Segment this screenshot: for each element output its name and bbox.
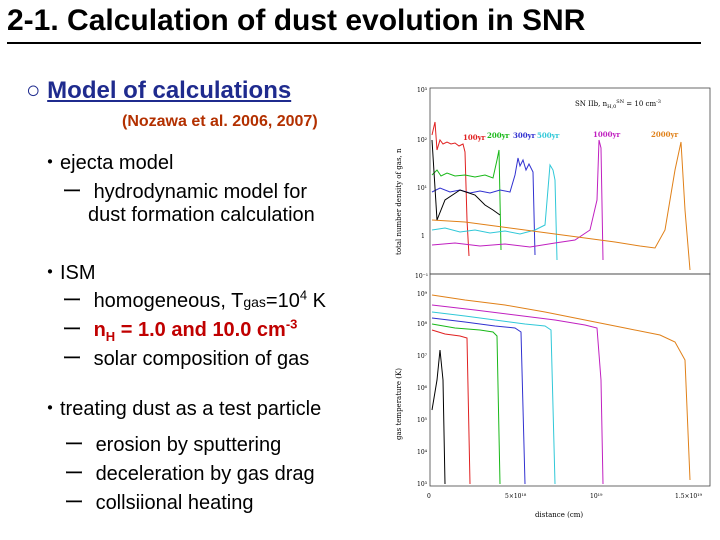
density-curve-ism (431, 139, 501, 221)
time-label: 300yr (513, 131, 536, 140)
sub-item: ー hydrodynamic model for (62, 175, 307, 204)
density-curve-1000yr (431, 139, 604, 261)
temperature-curve-1000yr (431, 304, 604, 485)
temperature-panel-frame (429, 273, 711, 487)
time-label: 100yr (463, 133, 486, 142)
density-tick: 10³ (417, 87, 428, 94)
density-curve-100yr (431, 121, 470, 257)
density-curve-2000yr (431, 141, 691, 271)
sub-item-composition: ー solar composition of gas (62, 348, 310, 370)
time-label: 2000yr (651, 130, 679, 139)
dash-marker: ー (62, 290, 82, 312)
bullet-marker-icon: ・ (40, 262, 60, 284)
bullet-test-particle: ・treating dust as a test particle (40, 392, 321, 421)
dash-marker: ー (64, 492, 84, 514)
dash-marker: ー (64, 434, 84, 456)
distance-tick: 0 (427, 493, 431, 500)
sub-item-density: ー nH = 1.0 and 10.0 cm-3 (62, 316, 298, 344)
bullet-text: ejecta model (60, 152, 174, 174)
distance-tick: 1.5×10¹⁹ (675, 493, 703, 500)
simulation-figure: SN IIb, nH,0SN = 10 cm-3 100yr 200yr 300… (395, 87, 711, 519)
distance-tick: 5×10¹⁸ (505, 493, 527, 500)
density-axis-label: total number density of gas, n (395, 148, 403, 255)
density-curve-200yr (431, 149, 502, 251)
sub-item-temperature: ー homogeneous, Tgas=104 K (62, 287, 326, 312)
circle-marker-icon: ○ (26, 77, 41, 104)
dash-marker: ー (64, 463, 84, 485)
title-underline (7, 42, 701, 44)
bullet-ism: ・ISM (40, 256, 96, 285)
distance-axis-label: distance (cm) (535, 511, 583, 519)
density-tick: 1 (421, 233, 425, 240)
density-tick: 10¹ (417, 185, 427, 192)
temperature-tick: 10⁷ (417, 353, 428, 360)
density-panel-frame (429, 87, 711, 275)
bullet-marker-icon: ・ (40, 152, 60, 174)
dash-marker: ー (62, 181, 82, 203)
section-heading-text: Model of calculations (47, 77, 292, 104)
temperature-tick: 10⁴ (417, 449, 428, 456)
citation: (Nozawa et al. 2006, 2007) (122, 113, 318, 130)
sub-item-continued: dust formation calculation (88, 204, 315, 226)
temperature-curve-2000yr (431, 294, 691, 481)
temperature-curve-500yr (431, 311, 556, 485)
dash-marker: ー (62, 319, 82, 341)
sub-item-sputtering: ー erosion by sputtering (64, 434, 282, 456)
dash-marker: ー (62, 348, 82, 370)
temperature-tick: 10⁸ (417, 321, 428, 328)
time-label: 1000yr (593, 130, 621, 139)
time-label: 200yr (487, 131, 510, 140)
legend-text: SN IIb, nH,0SN = 10 cm-3 (575, 99, 661, 110)
density-curve-300yr (431, 157, 536, 256)
temperature-axis-label: gas temperature (K) (395, 368, 403, 440)
bullet-ejecta: ・ejecta model (40, 146, 173, 175)
temperature-tick: 10³ (417, 481, 428, 488)
temperature-curve-300yr (431, 317, 526, 485)
time-label: 500yr (537, 131, 560, 140)
temperature-tick: 10⁹ (417, 291, 428, 298)
sub-item-heating: ー collsiional heating (64, 492, 254, 514)
temperature-curve-ism (431, 349, 446, 485)
bullet-marker-icon: ・ (40, 398, 60, 420)
density-tick: 10² (417, 137, 428, 144)
density-tick: 10⁻¹ (415, 273, 428, 280)
sub-item-gas-drag: ー deceleration by gas drag (64, 463, 315, 485)
distance-tick: 10¹⁹ (590, 493, 603, 500)
temperature-curve-100yr (431, 329, 471, 485)
temperature-tick: 10⁶ (417, 385, 428, 392)
section-heading: ○ Model of calculations (26, 77, 291, 105)
temperature-tick: 10⁵ (417, 417, 428, 424)
density-curve-500yr (431, 163, 558, 261)
temperature-curve-200yr (431, 323, 501, 485)
sub-item-text: hydrodynamic model for (93, 181, 307, 203)
bullet-text: treating dust as a test particle (60, 398, 322, 420)
bullet-text: ISM (60, 262, 96, 284)
slide-title: 2-1. Calculation of dust evolution in SN… (7, 4, 586, 37)
